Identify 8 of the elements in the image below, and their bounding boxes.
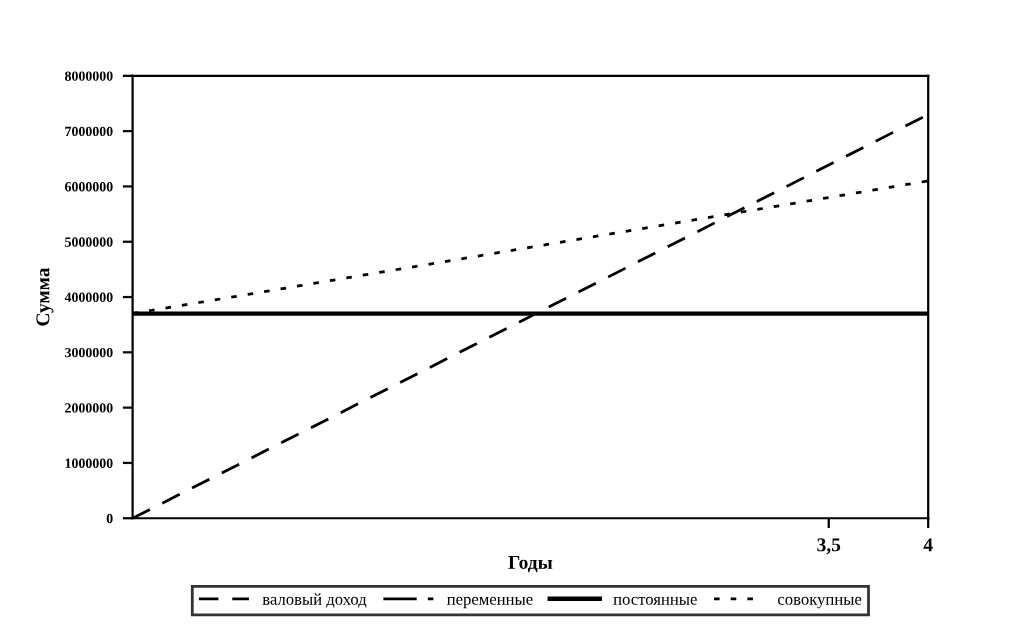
legend-label: валовый доход [262,593,367,608]
x-axis-title: Годы [508,556,553,573]
legend-label: переменные [447,596,533,609]
x-tick-label: 3,5 [817,538,841,555]
x-tick-label: 4 [923,538,933,552]
legend-label: совокупные [778,596,862,609]
y-axis-title: Сумма [36,267,54,326]
legend-label: постоянные [613,596,697,605]
